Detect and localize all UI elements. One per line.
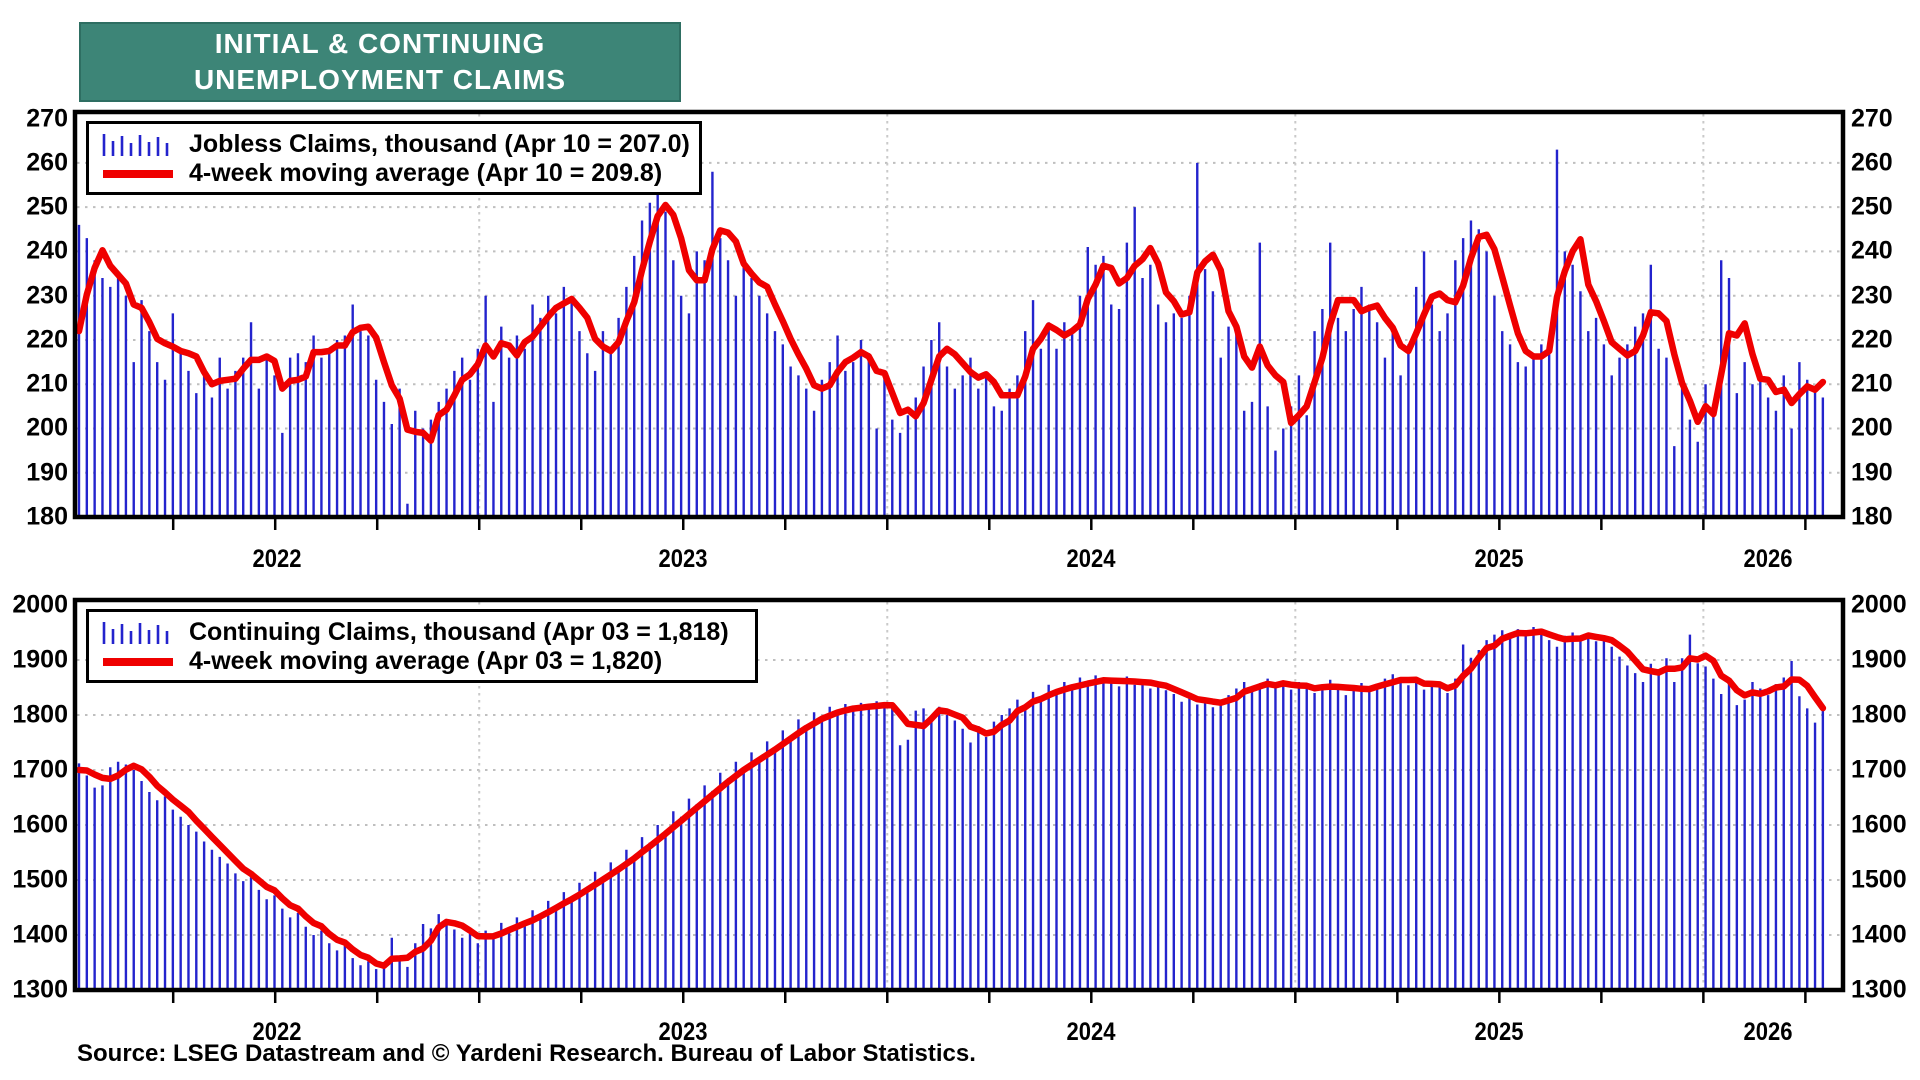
legend-ma-label: 4-week moving average (Apr 10 = 209.8) xyxy=(189,159,663,187)
year-label: 2022 xyxy=(252,1018,302,1046)
y-axis-label-right: 1900 xyxy=(1851,645,1907,674)
y-axis-label-right: 2000 xyxy=(1851,590,1907,619)
top-weekly-bars xyxy=(77,149,1825,516)
y-axis-label-right: 220 xyxy=(1851,325,1893,354)
y-axis-label-right: 1700 xyxy=(1851,755,1907,784)
top-moving-average-line xyxy=(75,201,1827,444)
y-axis-label-right: 1600 xyxy=(1851,810,1907,839)
top-plot-frame xyxy=(72,109,1846,520)
year-label: 2024 xyxy=(1066,1018,1116,1046)
y-axis-label-right: 200 xyxy=(1851,413,1893,442)
blue-bars-icon xyxy=(102,621,169,644)
y-axis-label-right: 210 xyxy=(1851,369,1893,398)
year-label: 2026 xyxy=(1743,1018,1793,1046)
year-label: 2024 xyxy=(1066,545,1116,573)
y-axis-label-left: 1900 xyxy=(12,645,68,674)
legend-row-ma: 4-week moving average (Apr 03 = 1,820) xyxy=(99,647,745,676)
y-axis-label-left: 1700 xyxy=(12,755,68,784)
title-box: INITIAL & CONTINUING UNEMPLOYMENT CLAIMS xyxy=(79,22,681,102)
blue-bars-icon xyxy=(102,133,169,156)
y-axis-label-right: 260 xyxy=(1851,148,1893,177)
y-axis-label-right: 1500 xyxy=(1851,865,1907,894)
y-axis-label-left: 180 xyxy=(26,502,68,531)
y-axis-label-right: 240 xyxy=(1851,236,1893,265)
y-axis-label-left: 210 xyxy=(26,369,68,398)
y-axis-label-left: 1500 xyxy=(12,865,68,894)
y-axis-label-left: 1600 xyxy=(12,810,68,839)
legend-ma-label: 4-week moving average (Apr 03 = 1,820) xyxy=(189,647,663,675)
legend-row-ma: 4-week moving average (Apr 10 = 209.8) xyxy=(99,159,689,188)
year-label: 2023 xyxy=(658,1018,708,1046)
bottom-moving-average-line xyxy=(75,628,1827,969)
y-axis-label-right: 1400 xyxy=(1851,920,1907,949)
y-axis-label-right: 1800 xyxy=(1851,700,1907,729)
year-label: 2025 xyxy=(1474,545,1524,573)
y-axis-label-left: 1400 xyxy=(12,920,68,949)
y-axis-label-right: 270 xyxy=(1851,104,1893,133)
red-line-icon xyxy=(103,169,173,178)
y-axis-label-left: 230 xyxy=(26,281,68,310)
legend-bar-label: Jobless Claims, thousand (Apr 10 = 207.0… xyxy=(189,130,690,158)
y-axis-label-left: 220 xyxy=(26,325,68,354)
y-axis-label-right: 190 xyxy=(1851,458,1893,487)
y-axis-label-left: 260 xyxy=(26,148,68,177)
y-axis-label-left: 240 xyxy=(26,236,68,265)
y-axis-label-left: 1300 xyxy=(12,975,68,1004)
bottom-claims-panel xyxy=(72,597,1846,1003)
top-claims-panel xyxy=(72,109,1846,530)
legend-bar-label: Continuing Claims, thousand (Apr 03 = 1,… xyxy=(189,618,729,646)
y-axis-label-right: 180 xyxy=(1851,502,1893,531)
source-note: Source: LSEG Datastream and © Yardeni Re… xyxy=(77,1040,976,1067)
legend-row-bars: Jobless Claims, thousand (Apr 10 = 207.0… xyxy=(99,130,690,159)
y-axis-label-left: 2000 xyxy=(12,590,68,619)
red-line-icon xyxy=(103,657,173,666)
legend-continuing-claims: Continuing Claims, thousand (Apr 03 = 1,… xyxy=(86,609,758,683)
year-label: 2025 xyxy=(1474,1018,1524,1046)
title-line-2: UNEMPLOYMENT CLAIMS xyxy=(193,64,567,95)
y-axis-label-left: 190 xyxy=(26,458,68,487)
year-label: 2023 xyxy=(658,545,708,573)
y-axis-label-left: 1800 xyxy=(12,700,68,729)
year-label: 2026 xyxy=(1743,545,1793,573)
y-axis-label-right: 250 xyxy=(1851,192,1893,221)
bottom-weekly-bars xyxy=(77,626,1825,989)
y-axis-label-right: 1300 xyxy=(1851,975,1907,1004)
legend-row-bars: Continuing Claims, thousand (Apr 03 = 1,… xyxy=(99,618,745,647)
legend-initial-claims: Jobless Claims, thousand (Apr 10 = 207.0… xyxy=(86,121,702,195)
title-line-1: INITIAL & CONTINUING xyxy=(214,28,546,59)
year-label: 2022 xyxy=(252,545,302,573)
bottom-plot-frame xyxy=(72,597,1846,993)
y-axis-label-left: 200 xyxy=(26,413,68,442)
y-axis-label-left: 270 xyxy=(26,104,68,133)
y-axis-label-right: 230 xyxy=(1851,281,1893,310)
y-axis-label-left: 250 xyxy=(26,192,68,221)
